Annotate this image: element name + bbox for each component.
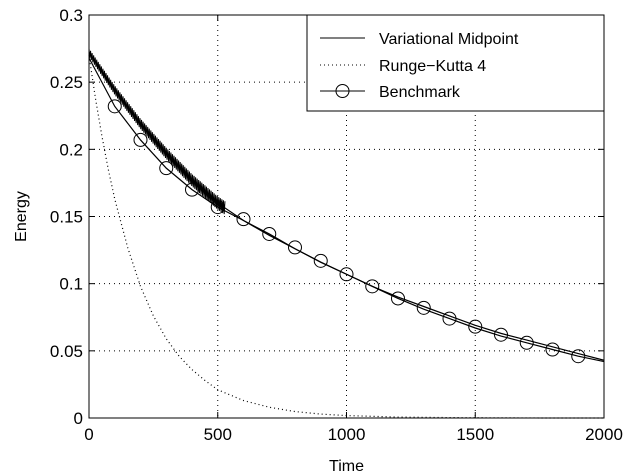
y-tick-label: 0.15 bbox=[50, 208, 83, 227]
legend-label-variational-midpoint: Variational Midpoint bbox=[379, 31, 519, 48]
y-tick-label: 0.1 bbox=[59, 275, 83, 294]
y-tick-label: 0 bbox=[74, 409, 83, 428]
benchmark-marker bbox=[545, 342, 560, 357]
benchmark-marker bbox=[313, 253, 328, 268]
benchmark-marker bbox=[185, 182, 199, 197]
x-tick-label: 1500 bbox=[456, 425, 494, 444]
benchmark-marker bbox=[442, 311, 457, 326]
benchmark-marker bbox=[159, 161, 174, 176]
x-tick-label: 0 bbox=[84, 425, 93, 444]
legend: Variational Midpoint Runge−Kutta 4 Bench… bbox=[306, 14, 605, 112]
benchmark-marker bbox=[339, 267, 354, 282]
y-tick-label: 0.3 bbox=[59, 6, 83, 25]
x-tick-label: 2000 bbox=[585, 425, 623, 444]
y-tick-labels: 0 0.05 0.1 0.15 0.2 0.25 0.3 bbox=[50, 6, 83, 428]
benchmark-marker bbox=[365, 279, 380, 294]
series-line-runge-kutta-4 bbox=[88, 55, 604, 419]
legend-label-benchmark: Benchmark bbox=[379, 84, 461, 101]
benchmark-marker bbox=[571, 349, 586, 364]
benchmark-marker bbox=[391, 291, 405, 306]
series-line-benchmark bbox=[88, 57, 605, 363]
benchmark-marker bbox=[494, 327, 508, 342]
benchmark-marker bbox=[519, 335, 534, 350]
benchmark-marker bbox=[288, 240, 302, 255]
x-tick-label: 500 bbox=[204, 425, 232, 444]
x-tick-label: 1000 bbox=[328, 425, 366, 444]
x-axis-label: Time bbox=[329, 458, 364, 475]
grid bbox=[89, 15, 604, 418]
y-tick-label: 0.25 bbox=[50, 73, 83, 92]
series-oscillation-variational-midpoint bbox=[88, 48, 226, 215]
legend-box bbox=[306, 14, 605, 112]
y-tick-label: 0.2 bbox=[59, 140, 83, 159]
legend-marker-benchmark bbox=[335, 84, 350, 98]
benchmark-marker bbox=[107, 99, 122, 114]
legend-label-runge-kutta-4: Runge−Kutta 4 bbox=[379, 58, 486, 75]
benchmark-marker bbox=[210, 200, 225, 215]
series-layer bbox=[88, 48, 605, 419]
benchmark-marker bbox=[416, 300, 431, 315]
y-axis-label: Energy bbox=[13, 191, 30, 242]
benchmark-marker bbox=[236, 212, 251, 227]
benchmark-marker bbox=[133, 132, 148, 147]
y-tick-label: 0.05 bbox=[50, 342, 83, 361]
x-tick-labels: 0 500 1000 1500 2000 bbox=[84, 425, 623, 444]
benchmark-marker bbox=[262, 226, 277, 241]
benchmark-marker bbox=[468, 319, 483, 334]
